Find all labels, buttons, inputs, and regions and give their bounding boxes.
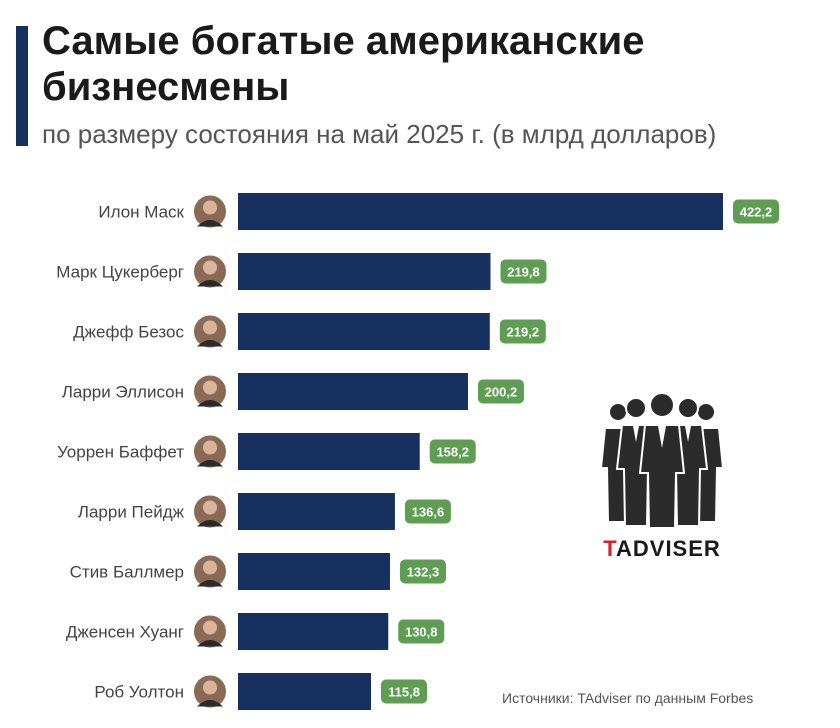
category-label: Ларри Эллисон bbox=[62, 383, 184, 402]
bar bbox=[238, 313, 490, 350]
avatar-face bbox=[203, 620, 217, 635]
value-badge bbox=[381, 679, 428, 704]
avatar-suit bbox=[197, 280, 223, 287]
business-people-icon bbox=[599, 392, 725, 529]
category-label: Роб Уолтон bbox=[94, 683, 184, 702]
tadviser-logo: TADVISER bbox=[596, 392, 728, 570]
value-badge bbox=[404, 499, 451, 524]
chart-subtitle: по размеру состояния на май 2025 г. (в м… bbox=[42, 119, 717, 149]
bar bbox=[238, 613, 389, 650]
chart-title: Самые богатые американские бизнесмены bbox=[42, 19, 645, 109]
avatar-suit bbox=[197, 400, 223, 407]
avatar-suit bbox=[197, 220, 223, 227]
avatar-suit bbox=[197, 580, 223, 587]
tadviser-brand: TADVISER bbox=[596, 536, 728, 562]
category-label: Марк Цукерберг bbox=[56, 263, 184, 282]
value-badge bbox=[500, 259, 547, 284]
avatar-face bbox=[203, 500, 217, 515]
category-label: Илон Маск bbox=[98, 203, 184, 222]
category-label: Ларри Пейдж bbox=[78, 503, 185, 522]
value-label: 136,6 bbox=[412, 505, 445, 520]
value-badge bbox=[429, 439, 476, 464]
value-label: 130,8 bbox=[405, 625, 438, 640]
bar bbox=[238, 553, 390, 590]
source-note: Источники: TAdviser по данным Forbes bbox=[502, 690, 754, 706]
avatar-face bbox=[203, 440, 217, 455]
avatar-suit bbox=[197, 640, 223, 647]
value-label: 219,2 bbox=[507, 325, 540, 340]
bar bbox=[238, 673, 372, 710]
bar bbox=[238, 373, 468, 410]
value-badge bbox=[399, 559, 446, 584]
bar bbox=[238, 433, 420, 470]
avatar-face bbox=[203, 380, 217, 395]
value-label: 158,2 bbox=[436, 445, 469, 460]
category-label: Стив Баллмер bbox=[70, 563, 184, 582]
value-badge bbox=[733, 199, 779, 224]
value-badge bbox=[499, 319, 546, 344]
value-badge bbox=[477, 379, 524, 404]
avatar-suit bbox=[197, 340, 223, 347]
value-label: 115,8 bbox=[388, 685, 420, 700]
avatar-suit bbox=[197, 460, 223, 467]
avatar-suit bbox=[197, 700, 223, 707]
category-label: Дженсен Хуанг bbox=[66, 623, 184, 642]
value-label: 219,8 bbox=[507, 265, 540, 280]
value-label: 200,2 bbox=[485, 385, 518, 400]
avatar-face bbox=[203, 320, 217, 335]
avatar-face bbox=[203, 560, 217, 575]
title-accent-bar bbox=[16, 26, 28, 146]
value-label: 132,3 bbox=[407, 565, 440, 580]
brand-text: ADVISER bbox=[616, 536, 721, 561]
avatar-suit bbox=[197, 520, 223, 527]
bar bbox=[238, 493, 395, 530]
bar bbox=[238, 193, 723, 230]
brand-letter-t: T bbox=[603, 536, 616, 561]
avatar-face bbox=[203, 680, 217, 695]
value-label: 422,2 bbox=[740, 205, 773, 220]
avatar-face bbox=[203, 200, 217, 215]
category-label: Уоррен Баффет bbox=[57, 443, 184, 462]
bar bbox=[238, 253, 491, 290]
value-badge bbox=[398, 619, 445, 644]
avatar-face bbox=[203, 260, 217, 275]
category-label: Джефф Безос bbox=[73, 323, 184, 342]
